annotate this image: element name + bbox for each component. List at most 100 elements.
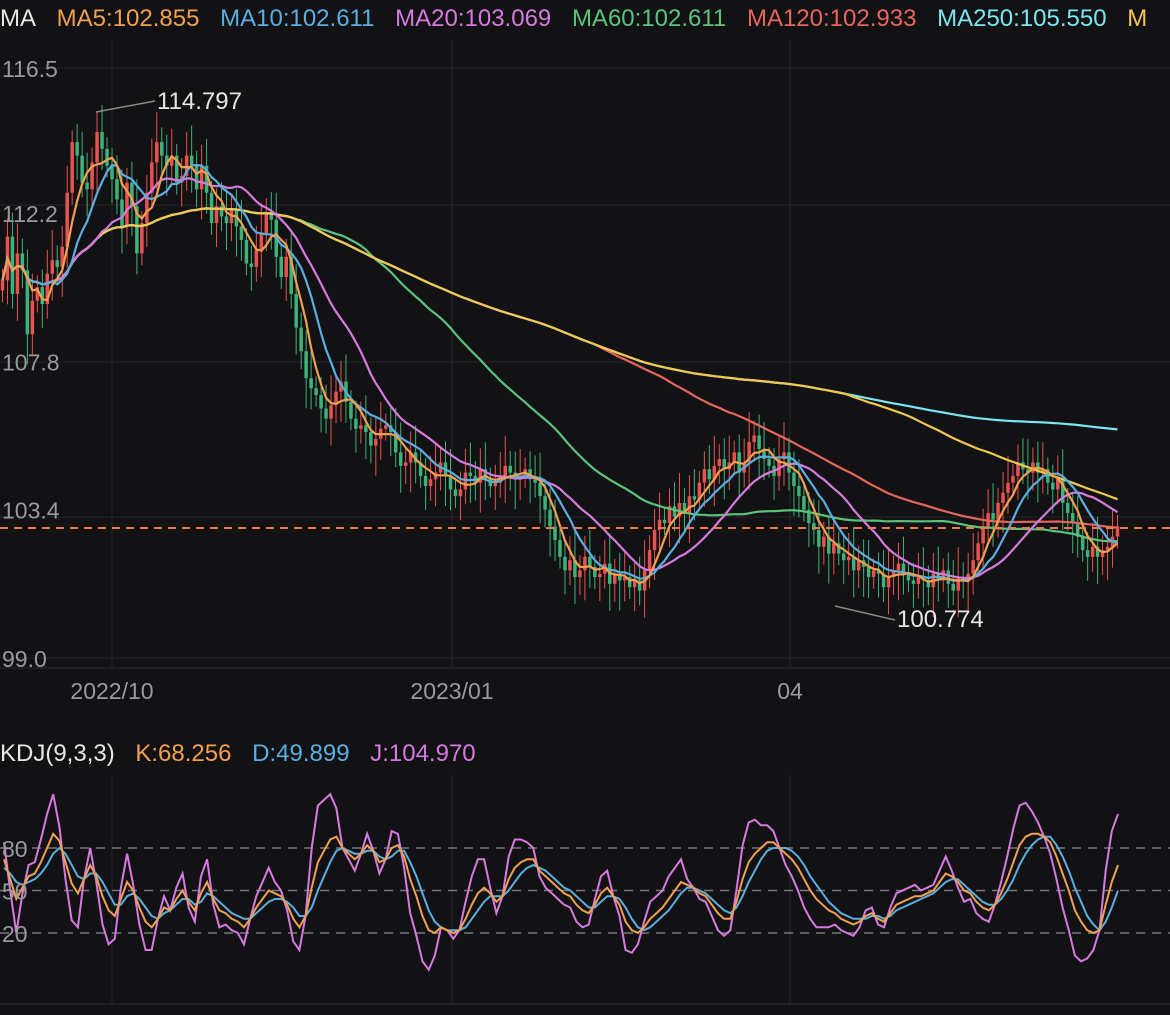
ma120-legend: MA120:102.933 xyxy=(746,5,917,32)
candle-body xyxy=(866,566,871,578)
candle-body xyxy=(717,459,722,466)
candle-body xyxy=(1100,550,1105,557)
candle-body xyxy=(468,472,473,476)
ma250-legend: MA250:105.550 xyxy=(937,5,1107,32)
candle-body xyxy=(1115,526,1120,537)
kdj-d-line xyxy=(3,835,1119,932)
candle-body xyxy=(140,223,144,254)
high-annotation-label: 114.797 xyxy=(157,88,242,115)
candle-body xyxy=(1046,469,1050,483)
candle-body xyxy=(837,543,841,554)
time-tick-label: 04 xyxy=(777,678,803,704)
candle-body xyxy=(244,239,249,264)
candle-body xyxy=(697,482,702,500)
candle-body xyxy=(588,556,592,567)
candle-body xyxy=(398,452,403,466)
candle-body xyxy=(145,192,149,224)
candle-body xyxy=(189,155,194,166)
candle-body xyxy=(1011,475,1015,483)
candle-body xyxy=(155,142,159,163)
candle-body xyxy=(946,570,951,584)
candle-body xyxy=(45,273,50,304)
candle-body xyxy=(827,536,831,554)
candle-body xyxy=(682,502,687,514)
price-axis-labels: 116.5 112.2 107.8 103.4 99.0 xyxy=(2,56,60,672)
candle-body xyxy=(493,482,498,487)
candle-body xyxy=(563,556,567,571)
candle-body xyxy=(483,469,488,480)
candle-body xyxy=(851,556,856,571)
candle-body xyxy=(65,192,69,247)
candle-body xyxy=(722,459,727,470)
candle-body xyxy=(911,580,916,584)
ma60-legend: MA60:102.611 xyxy=(571,5,727,32)
ma-extra-legend: M xyxy=(1127,5,1148,32)
candle-body xyxy=(418,462,423,476)
candle-body xyxy=(767,459,771,466)
candle-body xyxy=(1070,513,1075,524)
candle-body xyxy=(115,179,119,200)
candle-body xyxy=(1016,462,1020,476)
candle-body xyxy=(926,580,931,588)
candle-body xyxy=(214,206,219,224)
candle-body xyxy=(174,155,179,183)
time-tick-label: 2023/01 xyxy=(410,678,493,704)
candle-body xyxy=(747,442,751,463)
candle-body xyxy=(891,570,896,578)
candle-body xyxy=(1041,469,1045,473)
kdj-axis-labels: 80 50 20 xyxy=(2,836,28,947)
candle-body xyxy=(60,246,64,267)
candle-body xyxy=(782,452,786,460)
candle-body xyxy=(822,536,826,547)
candle-body xyxy=(329,405,333,419)
grid-lines xyxy=(0,40,1170,1005)
ma20-line xyxy=(1,177,1119,580)
candle-body xyxy=(553,526,557,540)
time-axis-labels: 2022/10 2023/01 04 xyxy=(70,678,803,704)
candle-body xyxy=(95,132,99,163)
candle-body xyxy=(169,155,174,166)
candle-body xyxy=(259,233,264,251)
candle-body xyxy=(672,506,677,517)
candle-body xyxy=(568,560,572,571)
candle-body xyxy=(165,155,169,166)
candle-body xyxy=(593,566,597,578)
candle-body xyxy=(120,199,124,227)
candle-body xyxy=(70,142,74,193)
candle-body xyxy=(817,529,821,547)
candle-body xyxy=(0,280,5,291)
candle-body xyxy=(807,509,811,524)
candle-body xyxy=(951,583,955,591)
candle-body xyxy=(906,573,911,581)
candle-body xyxy=(254,250,259,267)
ma20-legend: MA20:103.069 xyxy=(395,5,552,32)
candle-body xyxy=(1026,469,1030,473)
candle-body xyxy=(1105,546,1110,551)
candle-body xyxy=(130,182,134,207)
candle-body xyxy=(617,573,622,581)
kdj-tick-label: 80 xyxy=(2,836,28,862)
candle-body xyxy=(90,162,94,190)
time-tick-label: 2022/10 xyxy=(70,678,153,704)
candle-body xyxy=(224,216,229,224)
candle-body xyxy=(662,519,667,524)
candle-body xyxy=(453,489,458,497)
candle-body xyxy=(956,577,960,591)
candle-body xyxy=(35,287,40,301)
candle-body xyxy=(622,577,627,581)
ma5-legend: MA5:102.855 xyxy=(56,5,200,32)
candle-body xyxy=(578,570,582,578)
candle-body xyxy=(533,479,537,483)
candle-body xyxy=(538,482,542,497)
candle-body xyxy=(647,550,652,571)
high-annotation-leader xyxy=(95,100,156,113)
candle-body xyxy=(423,475,428,487)
candle-body xyxy=(543,496,547,510)
candle-body xyxy=(677,502,682,517)
candle-body xyxy=(448,475,453,490)
candle-body xyxy=(85,182,89,190)
price-tick-label: 99.0 xyxy=(2,646,47,672)
candle-body xyxy=(50,260,55,274)
ma-legend: MA MA5:102.855 MA10:102.611 MA20:103.069… xyxy=(0,5,1161,33)
